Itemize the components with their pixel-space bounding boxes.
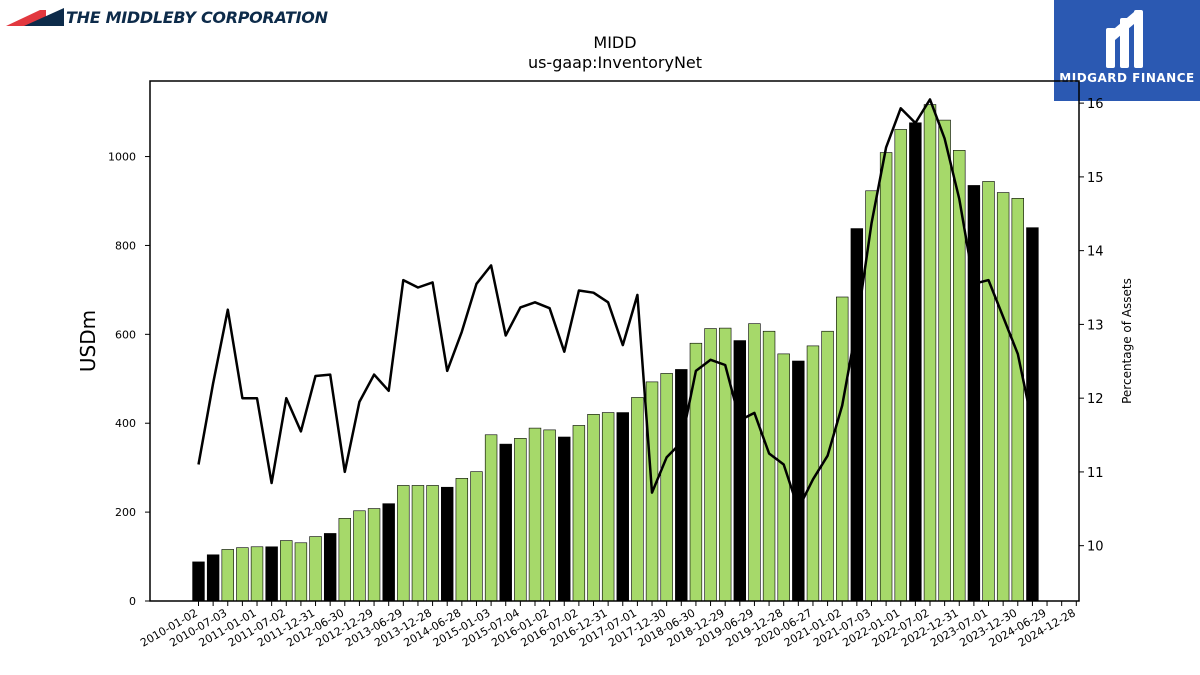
y2-tick-label-16: 16: [1087, 97, 1104, 112]
y2-tick-label-15: 15: [1087, 171, 1104, 186]
percentage-line-series: [197, 98, 1034, 511]
bar-2022-04-02: [909, 122, 922, 602]
bar-2019-09-28: [762, 330, 776, 602]
bar-2017-12-30: [660, 373, 673, 602]
y-tick-label-0: 0: [129, 595, 136, 608]
x-axis: 2010-01-022010-07-032011-01-012011-07-02…: [138, 601, 1078, 650]
y2-tick-label-14: 14: [1087, 245, 1104, 260]
bar-2013-12-28: [426, 485, 439, 602]
y2-tick-label-11: 11: [1087, 466, 1104, 481]
bar-2021-01-02: [836, 296, 849, 602]
midgard-m-icon: [1106, 10, 1143, 68]
middleby-logo-mark-icon: [6, 8, 64, 26]
bar-2023-12-30: [1011, 198, 1024, 602]
y-tick-label-200: 200: [115, 506, 136, 519]
middleby-logo-text: THE MIDDLEBY CORPORATION: [66, 7, 328, 27]
bar-2011-01-01: [250, 546, 264, 602]
y-tick-label-400: 400: [115, 417, 136, 430]
chart-subtitle: us-gaap:InventoryNet: [528, 53, 702, 72]
bar-2017-04-01: [616, 412, 629, 602]
percentage-line: [197, 98, 1034, 511]
bar-2010-01-02: [192, 561, 205, 602]
bar-2013-09-28: [411, 485, 425, 602]
bar-2015-07-04: [514, 438, 527, 602]
y2-axis-label: Percentage of Assets: [1120, 278, 1134, 404]
bar-2010-04-03: [206, 554, 220, 602]
bar-2023-07-01: [982, 181, 995, 602]
bar-2014-06-28: [455, 478, 469, 602]
bar-2021-10-02: [879, 152, 893, 602]
bar-2020-03-28: [792, 360, 805, 602]
bar-2023-09-30: [996, 192, 1010, 602]
bar-series: [192, 104, 1039, 602]
y-tick-label-600: 600: [115, 328, 136, 341]
bar-2012-06-30: [338, 518, 351, 602]
bar-2016-10-01: [587, 414, 600, 602]
bar-2015-10-03: [528, 427, 542, 602]
bar-2013-03-30: [382, 503, 395, 602]
bar-2022-10-01: [938, 119, 951, 602]
bar-2010-07-03: [221, 549, 234, 602]
bar-2020-09-26: [821, 330, 834, 602]
y2-tick-label-12: 12: [1087, 392, 1104, 407]
bar-2010-10-02: [236, 547, 249, 602]
bar-2018-03-31: [675, 369, 688, 602]
bar-2016-04-02: [558, 436, 571, 602]
bar-2013-06-29: [397, 485, 410, 602]
y2-tick-label-10: 10: [1087, 540, 1104, 555]
bar-2011-07-02: [280, 540, 293, 602]
y-axis-right: 10 11 12 13 14 15 16: [1079, 97, 1104, 555]
middleby-logo: THE MIDDLEBY CORPORATION: [6, 4, 328, 30]
plot-frame: [149, 80, 1080, 602]
bar-2014-03-29: [441, 486, 454, 602]
bar-2015-04-04: [499, 443, 512, 602]
bar-2024-03-30: [1026, 227, 1039, 602]
bar-2018-06-30: [689, 342, 703, 602]
bar-2022-01-01: [894, 129, 907, 602]
bar-2012-03-31: [323, 533, 337, 602]
midgard-finance-text: MIDGARD FINANCE: [1059, 71, 1195, 85]
bar-2019-03-30: [733, 340, 747, 602]
bar-2022-07-02: [923, 104, 937, 602]
bar-2015-01-03: [484, 434, 498, 602]
bar-2011-10-01: [294, 542, 308, 602]
bar-2017-07-01: [631, 397, 644, 602]
chart-title: MIDD: [593, 33, 636, 52]
y2-tick-label-13: 13: [1087, 318, 1104, 333]
bar-2016-12-31: [601, 412, 615, 602]
y-axis-label: USDm: [76, 310, 100, 372]
bar-2011-04-02: [265, 546, 278, 602]
bar-2019-06-29: [748, 323, 761, 602]
y-tick-label-1000: 1000: [108, 151, 136, 164]
bar-2014-09-27: [470, 471, 483, 602]
bar-2021-04-03: [850, 228, 864, 602]
bar-2023-04-01: [967, 185, 981, 602]
y-axis-left: 0 200 400 600 800 1000: [108, 151, 150, 608]
bar-2011-12-31: [309, 536, 322, 602]
bar-2012-09-29: [353, 510, 366, 602]
y-tick-label-800: 800: [115, 239, 136, 252]
bar-2018-09-29: [704, 328, 717, 602]
bar-2016-07-02: [572, 425, 586, 602]
bar-2012-12-29: [367, 508, 381, 602]
bar-2016-01-02: [543, 429, 556, 602]
